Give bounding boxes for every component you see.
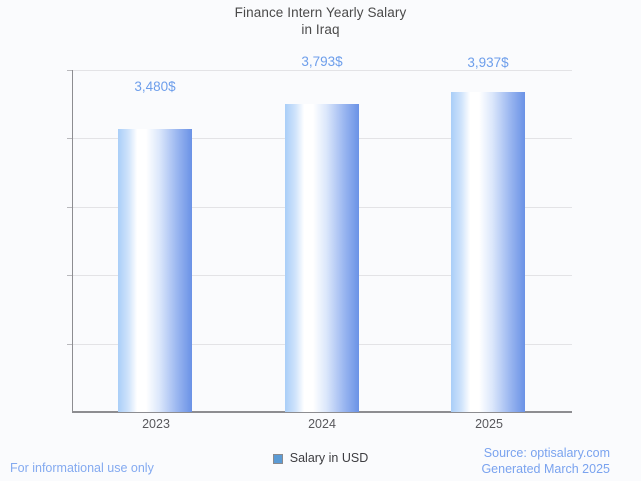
bar-value-label-2024: 3,793$ [301, 54, 343, 69]
chart-title: Finance Intern Yearly Salary in Iraq [0, 4, 641, 38]
bar-fill-2023 [118, 129, 192, 412]
x-tick-label-2024: 2024 [308, 417, 336, 431]
bar-fill-2025 [451, 92, 525, 412]
bar-2025[interactable]: 3,937$ [451, 56, 525, 412]
legend-item-label: Salary in USD [289, 451, 369, 465]
chart-legend[interactable]: Salary in USD [0, 452, 641, 465]
x-tick-label-2023: 2023 [142, 417, 170, 431]
chart-title-main: Finance Intern Yearly Salary [234, 5, 407, 20]
disclaimer-text: For informational use only [10, 461, 154, 475]
tick-mark-800 [67, 344, 72, 345]
tick-mark-2400 [67, 207, 72, 208]
legend-swatch-icon [272, 453, 283, 464]
tick-mark-1600 [67, 275, 72, 276]
tick-mark-4000 [67, 70, 72, 71]
plot-area: 4000 3200 2400 1600 800 3,480$ 3,793$ 3,… [67, 55, 572, 413]
bar-value-label-2025: 3,937$ [467, 55, 509, 70]
bar-2023[interactable]: 3,480$ [118, 80, 192, 412]
y-axis-line [72, 70, 73, 412]
chart-subtitle: in Iraq [301, 22, 340, 37]
bar-fill-2024 [285, 104, 359, 412]
x-tick-label-2025: 2025 [475, 417, 503, 431]
bar-value-label-2023: 3,480$ [134, 79, 176, 94]
generated-date-text: Generated March 2025 [481, 461, 610, 476]
source-text: Source: optisalary.com [483, 446, 610, 460]
gridline-4000 [72, 70, 572, 71]
tick-mark-3200 [67, 138, 72, 139]
source-credit: Source: optisalary.com Generated March 2… [481, 446, 610, 477]
bar-2024[interactable]: 3,793$ [285, 55, 359, 412]
